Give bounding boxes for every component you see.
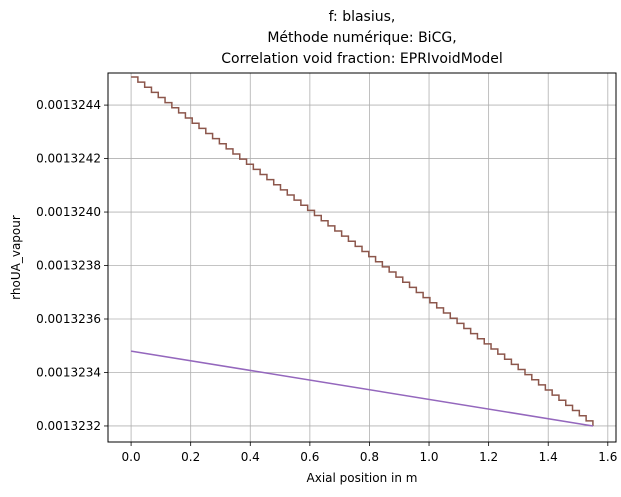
y-axis-ticks: 0.0013232 0.0013234 0.0013236 0.0013238 0.00… <box>36 98 108 433</box>
x-axis-ticks: 0.0 0.2 0.4 0.6 0.8 1.0 1.2 1.4 1.6 <box>122 442 617 464</box>
chart-title: f: blasius, Méthode numérique: BiCG, Cor… <box>221 9 502 67</box>
x-tick-label: 1.2 <box>479 450 498 464</box>
y-axis-label: rhoUA_vapour <box>9 215 23 300</box>
y-tick-label: 0.0013238 <box>36 259 101 273</box>
x-tick-label: 0.8 <box>360 450 379 464</box>
series-line-2 <box>130 350 594 427</box>
y-tick-label: 0.0013240 <box>36 205 101 219</box>
y-tick-label: 0.0013236 <box>36 312 101 326</box>
plot-series <box>130 76 594 427</box>
x-tick-label: 0.6 <box>300 450 319 464</box>
x-axis-label: Axial position in m <box>307 471 418 485</box>
chart-title-line-1: f: blasius, <box>329 9 396 25</box>
y-tick-label: 0.0013234 <box>36 365 101 379</box>
y-tick-label: 0.0013244 <box>36 98 101 112</box>
x-tick-label: 1.4 <box>539 450 558 464</box>
y-tick-label: 0.0013242 <box>36 152 101 166</box>
x-tick-label: 1.6 <box>598 450 617 464</box>
x-tick-label: 0.0 <box>122 450 141 464</box>
x-tick-label: 1.0 <box>419 450 438 464</box>
x-tick-label: 0.2 <box>181 450 200 464</box>
chart-title-line-2: Méthode numérique: BiCG, <box>267 30 456 46</box>
y-tick-label: 0.0013232 <box>36 419 101 433</box>
chart-title-line-3: Correlation void fraction: EPRIvoidModel <box>221 51 502 67</box>
grid-lines <box>108 73 616 442</box>
x-tick-label: 0.4 <box>241 450 260 464</box>
plot-frame <box>107 72 617 443</box>
series-line-1 <box>131 76 594 426</box>
